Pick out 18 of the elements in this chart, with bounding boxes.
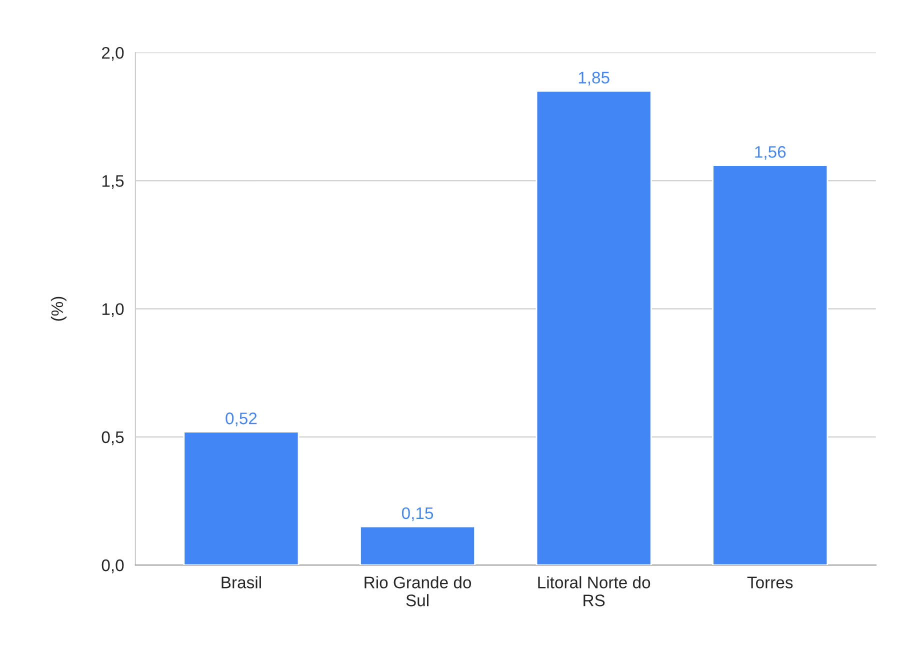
x-tick-label: Torres xyxy=(747,576,793,588)
x-tick-label: Litoral Norte do RS xyxy=(538,576,650,606)
y-axis-title: (%) xyxy=(50,296,66,321)
data-label: 0,52 xyxy=(226,412,257,426)
x-tick-label: Brasil xyxy=(222,576,261,588)
y-tick-label: 0,0 xyxy=(102,559,124,574)
y-tick-label: 0,5 xyxy=(102,431,124,446)
data-label: 1,56 xyxy=(755,146,786,160)
bar xyxy=(712,164,828,566)
data-label: 0,15 xyxy=(402,507,434,522)
bar xyxy=(360,526,476,566)
data-label: 1,85 xyxy=(578,72,610,86)
y-tick-label: 1,5 xyxy=(102,175,124,189)
bar xyxy=(536,90,652,566)
y-tick-label: 1,0 xyxy=(102,303,124,317)
bar xyxy=(183,431,300,566)
x-tick-label: Rio Grande do Sul xyxy=(364,576,472,606)
y-tick-label: 2,0 xyxy=(102,46,124,61)
